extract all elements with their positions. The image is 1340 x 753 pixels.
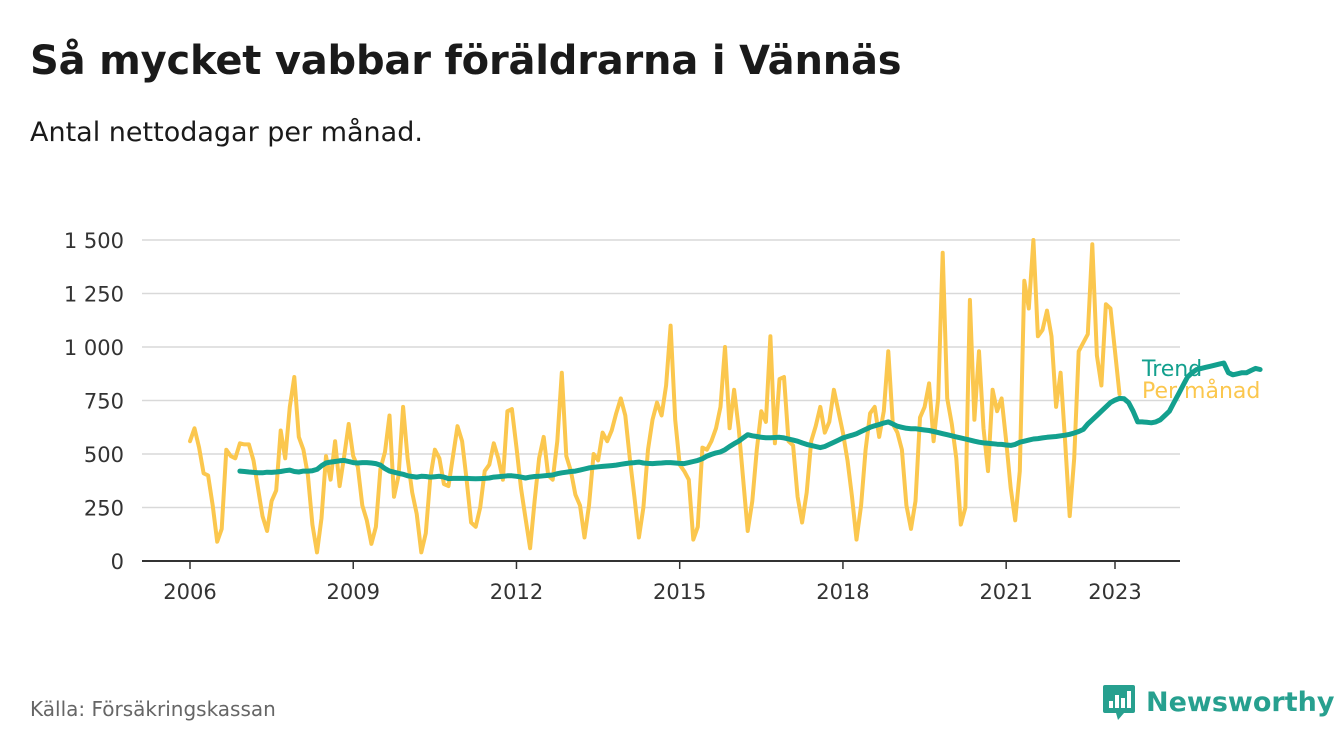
chart-title: Så mycket vabbar föräldrarna i Vännäs bbox=[30, 38, 902, 84]
series-lines bbox=[188, 238, 1263, 555]
x-tick-label: 2023 bbox=[1088, 580, 1141, 604]
x-tick-label: 2006 bbox=[163, 580, 216, 604]
x-tick-label: 2009 bbox=[327, 580, 380, 604]
y-tick-label: 0 bbox=[111, 550, 124, 574]
x-tick-label: 2018 bbox=[816, 580, 869, 604]
x-axis-ticks: 2006 2009 2012 2015 2018 2021 2023 bbox=[163, 561, 1142, 604]
trend-series-line bbox=[237, 360, 1263, 482]
newsworthy-logo-icon bbox=[1103, 685, 1135, 720]
y-tick-label: 500 bbox=[84, 443, 124, 467]
grid-lines bbox=[142, 239, 1180, 562]
brand-name: Newsworthy bbox=[1146, 686, 1335, 718]
brand-logo[interactable]: Newsworthy bbox=[1102, 683, 1334, 721]
legend-label-trend: Trend bbox=[1141, 357, 1202, 382]
chart-subtitle: Antal nettodagar per månad. bbox=[30, 117, 423, 148]
y-axis-ticks: 0 250 500 750 1 000 1 250 1 500 bbox=[64, 229, 124, 574]
x-tick-label: 2021 bbox=[979, 580, 1032, 604]
y-tick-label: 250 bbox=[84, 497, 124, 521]
y-tick-label: 1 250 bbox=[64, 283, 124, 307]
x-tick-label: 2015 bbox=[653, 580, 706, 604]
legend-label-per-month: Per månad bbox=[1142, 378, 1260, 404]
per-month-series-line bbox=[188, 238, 1122, 555]
y-tick-label: 1 000 bbox=[64, 336, 124, 360]
x-tick-label: 2012 bbox=[490, 580, 543, 604]
source-note: Källa: Försäkringskassan bbox=[30, 697, 276, 721]
y-tick-label: 750 bbox=[84, 390, 124, 414]
y-tick-label: 1 500 bbox=[64, 229, 124, 253]
